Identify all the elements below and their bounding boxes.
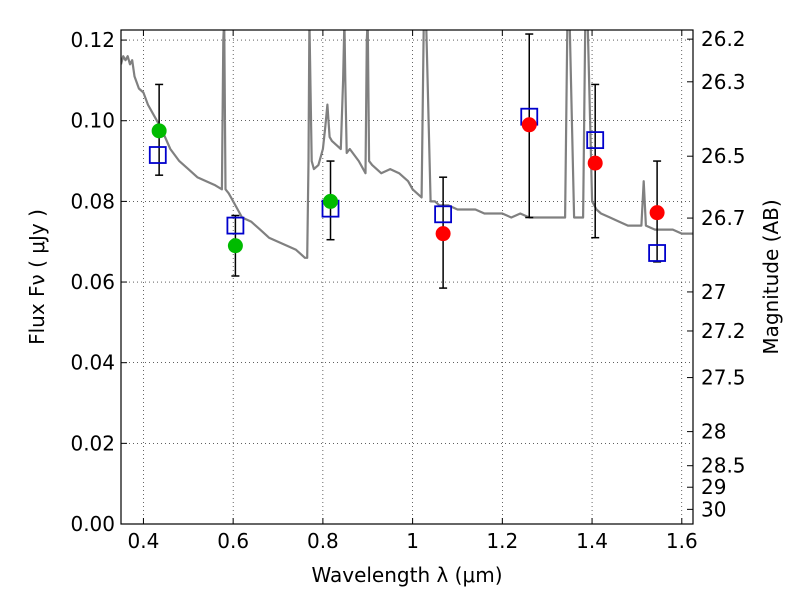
observed-flux-point [435,226,451,242]
model-flux-square [586,131,605,149]
x-tick-label: 1.2 [486,529,518,553]
plot-area [121,30,693,524]
magnitude-tick-label: 28 [701,420,726,444]
x-tick-label: 1.6 [666,529,698,553]
axis-ticks: 0.4 0.6 0.8 1 1.2 1.4 1.6 0.00 0.02 0.04 0.06 0.08 0… [70,27,745,553]
magnitude-tick-label: 27 [701,280,726,304]
y-tick-label: 0.12 [70,28,115,52]
model-flux-square [648,244,667,262]
magnitude-tick-label: 30 [701,497,726,521]
model-flux-square [148,146,167,164]
x-tick-label: 1 [406,529,419,553]
x-tick-label: 0.8 [307,529,339,553]
observed-flux-point [649,205,665,221]
magnitude-tick-label: 27.2 [701,319,746,343]
y-tick-label: 0.02 [70,431,115,455]
magnitude-tick-label: 26.2 [701,27,746,51]
x-tick-label: 1.4 [576,529,608,553]
observed-flux-point [587,155,603,171]
x-tick-label: 0.6 [217,529,249,553]
y-tick-label: 0.06 [70,270,115,294]
model-flux-square [434,205,453,224]
magnitude-tick-label: 27.5 [701,366,746,390]
magnitude-tick-label: 26.7 [701,206,746,230]
x-tick-label: 0.4 [128,529,160,553]
magnitude-axis-label: Magnitude (AB) [759,199,783,354]
model-spectrum-line [121,30,693,259]
magnitude-tick-label: 28.5 [701,454,746,478]
y-tick-label: 0.04 [70,351,115,375]
observed-flux-point [151,123,167,139]
y-axis-label: Flux Fν ( μJy ) [25,209,49,345]
observed-flux-point [521,117,537,133]
magnitude-tick-label: 26.5 [701,144,746,168]
observed-flux-point [323,193,339,209]
y-tick-label: 0.10 [70,109,115,133]
plot-frame [120,29,694,525]
x-axis-label: Wavelength λ (μm) [311,563,502,587]
plot-content [121,30,693,289]
y-tick-label: 0.08 [70,189,115,213]
y-tick-label: 0.00 [70,512,115,536]
magnitude-tick-label: 26.3 [701,70,746,94]
magnitude-tick-label: 29 [701,475,726,499]
observed-flux-point [227,238,243,254]
model-flux-square [226,216,245,235]
